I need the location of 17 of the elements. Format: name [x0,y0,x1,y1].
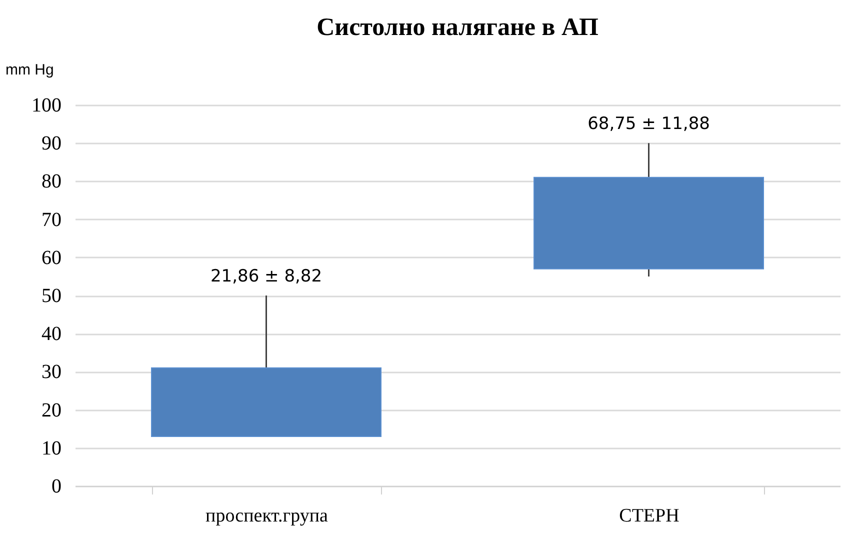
y-tick-label: 20 [42,399,62,422]
y-tick-label: 50 [42,285,62,307]
y-tick-label: 80 [42,170,62,193]
y-tick-label: 60 [42,246,62,269]
annotation: 68,75 ± 11,88 [588,114,710,134]
annotation: 21,86 ± 8,82 [210,266,322,286]
y-tick-label: 40 [42,323,62,346]
y-tick-label: 70 [42,208,62,231]
y-tick-label: 100 [32,94,62,116]
y-tick-label: 0 [52,476,62,498]
y-tick-label: 30 [42,361,62,384]
x-tick-label: СТЕРН [619,506,680,526]
x-tick-label: проспект.група [206,506,329,526]
chart-title: Систолно налягане в АП [316,14,598,41]
y-tick-label: 90 [42,132,62,155]
y-axis-title: mm Hg [6,62,54,78]
y-tick-label: 10 [42,437,62,460]
